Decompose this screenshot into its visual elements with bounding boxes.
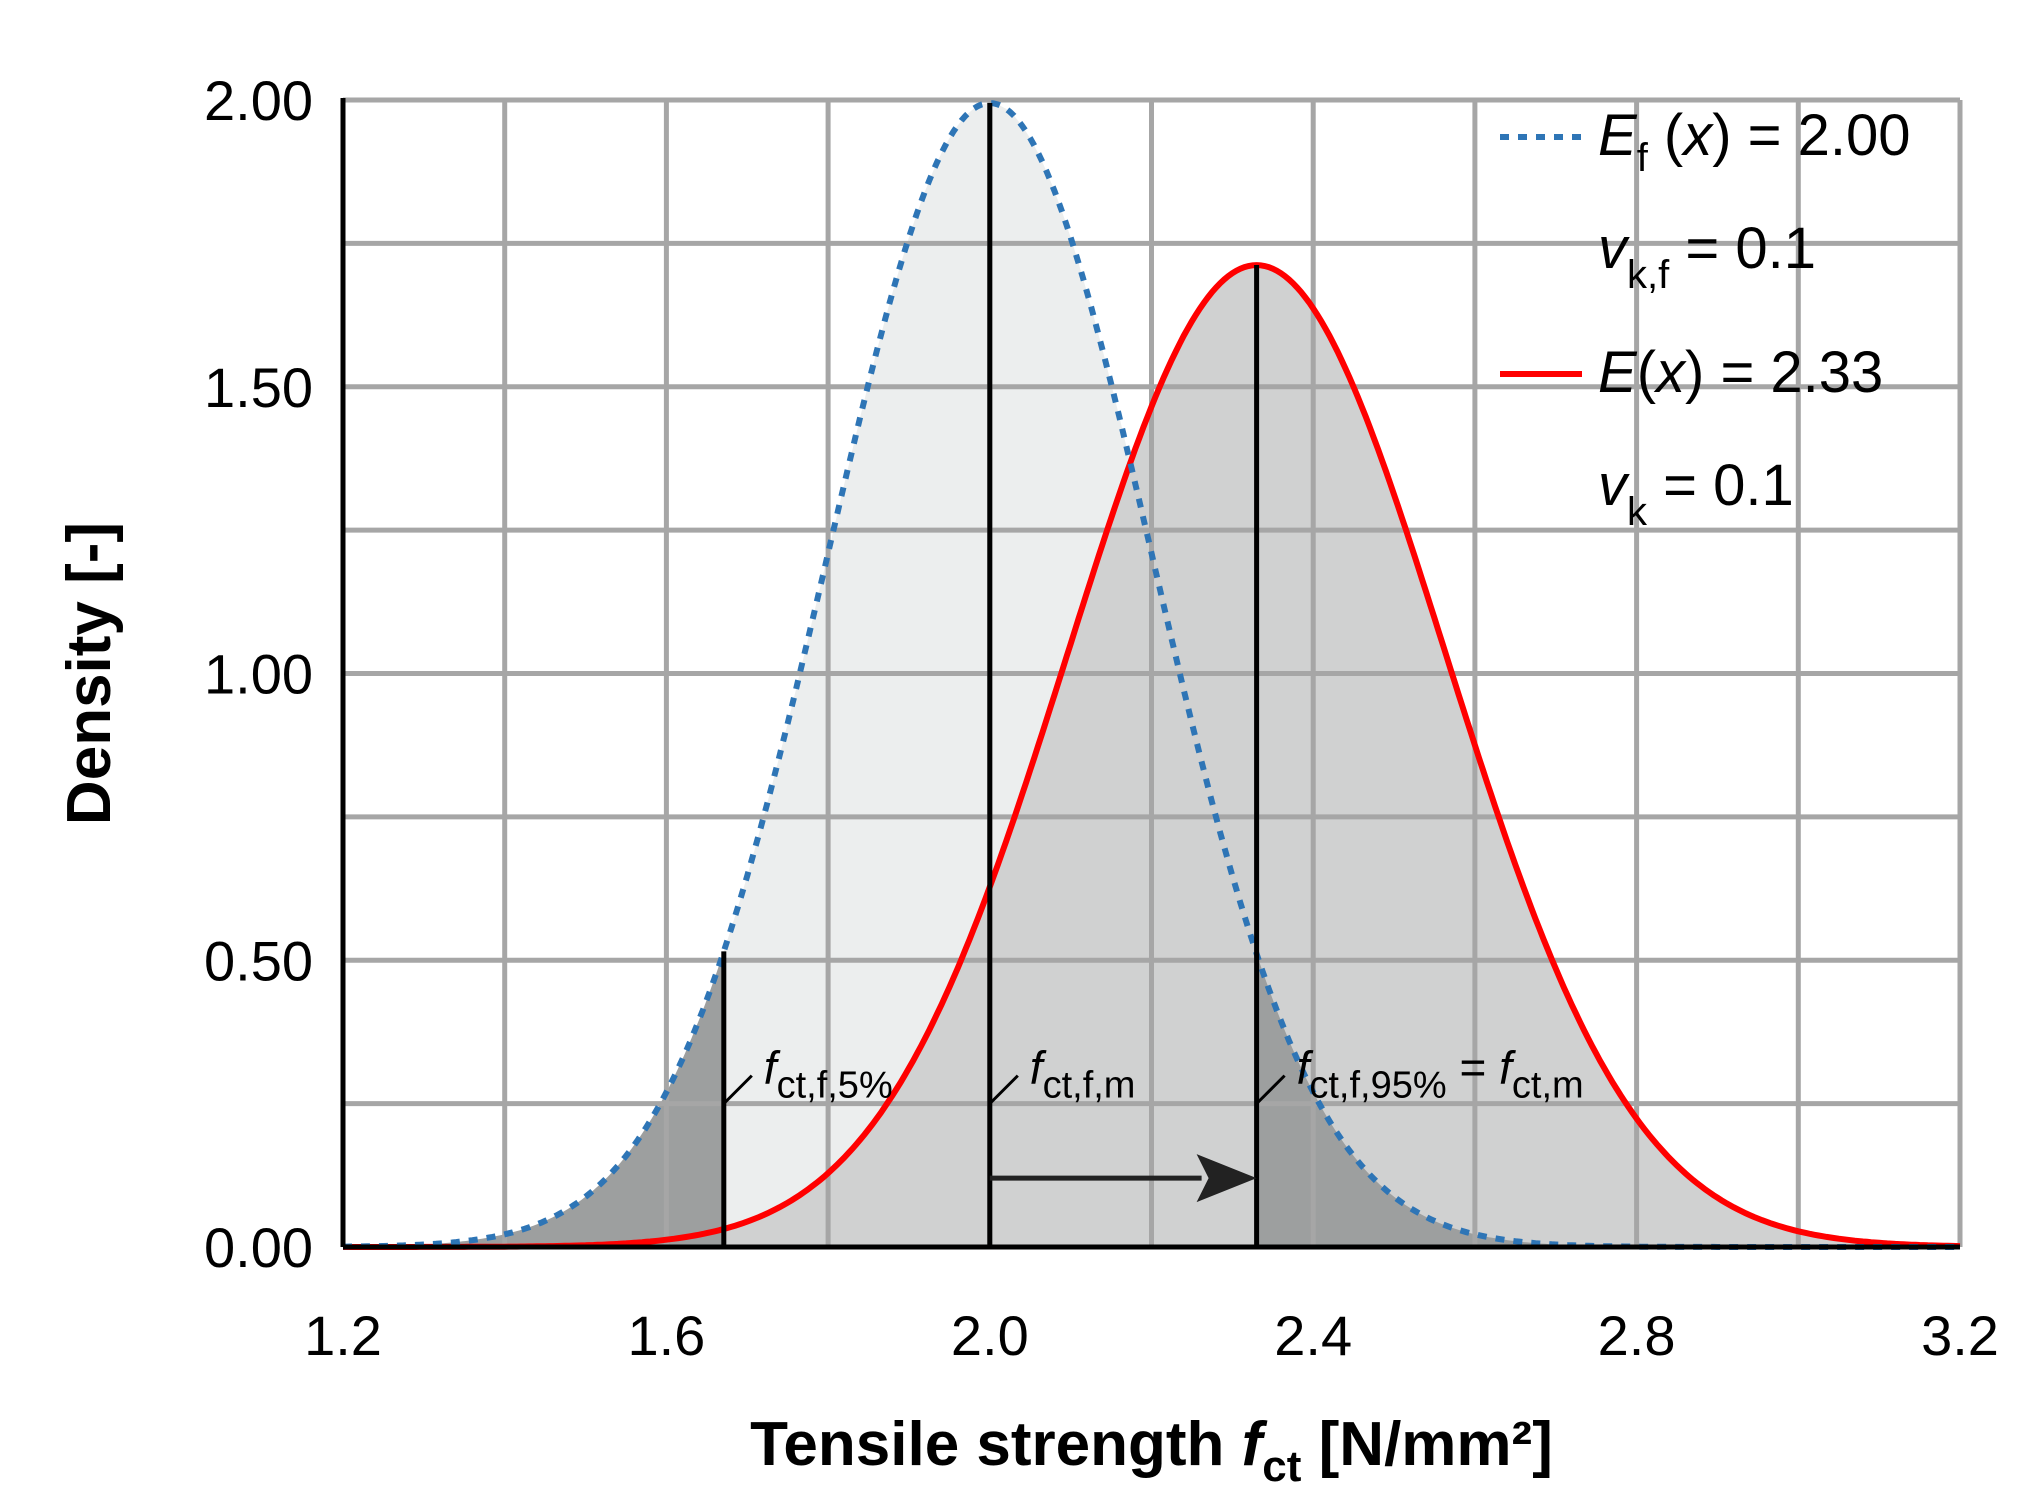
y-tick-label: 1.50 — [204, 356, 313, 419]
marker-lines: fct,f,5% fct,f,m fct,f,95% = fct,m — [721, 103, 1584, 1247]
x-tick-label: 2.8 — [1598, 1304, 1676, 1367]
x-tick-label: 2.4 — [1274, 1304, 1352, 1367]
x-tick-label: 1.2 — [304, 1304, 382, 1367]
marker-leader-0 — [722, 1074, 753, 1105]
curves — [343, 99, 1961, 1250]
legend-param-3: vk = 0.1 — [1598, 453, 1794, 534]
y-tick-label: 0.00 — [204, 1216, 313, 1279]
y-tick-label: 0.50 — [204, 929, 313, 992]
legend-param-1: vk,f = 0.1 — [1598, 216, 1816, 297]
shift-arrow-head — [1196, 1154, 1257, 1203]
y-tick-label: 1.00 — [204, 643, 313, 706]
x-tick-label: 2.0 — [951, 1304, 1029, 1367]
series-line-shifted — [343, 262, 1961, 1250]
fill-lower-tail — [343, 951, 724, 1247]
marker-label-0: fct,f,5% — [764, 1042, 893, 1107]
y-axis-title: Density [-] — [55, 522, 124, 825]
x-axis-title: Tensile strength fct [N/mm²] — [750, 1410, 1553, 1491]
legend-label-0: Ef (x) = 2.00 — [1598, 103, 1911, 180]
marker-label-2: fct,f,95% = fct,m — [1297, 1042, 1584, 1107]
x-tick-label: 3.2 — [1921, 1304, 1999, 1367]
series-line-f — [343, 99, 1960, 1250]
marker-label-1: fct,f,m — [1030, 1042, 1136, 1107]
x-tick-label: 1.6 — [627, 1304, 705, 1367]
y-tick-label: 2.00 — [204, 69, 313, 132]
marker-leader-2 — [1255, 1074, 1286, 1105]
legend-label-2: E(x) = 2.33 — [1598, 340, 1883, 405]
axis-titles: Tensile strength fct [N/mm²] Density [-] — [55, 522, 1553, 1491]
marker-leader-1 — [988, 1074, 1019, 1105]
fill-upper-tail — [1256, 953, 1960, 1247]
legend: Ef (x) = 2.00 vk,f = 0.1 E(x) = 2.33 vk = 0… — [1500, 103, 1911, 534]
axes: 1.2 1.6 2.0 2.4 2.8 3.2 0.00 0.50 1.00 1.50 2.00 — [204, 69, 1999, 1367]
